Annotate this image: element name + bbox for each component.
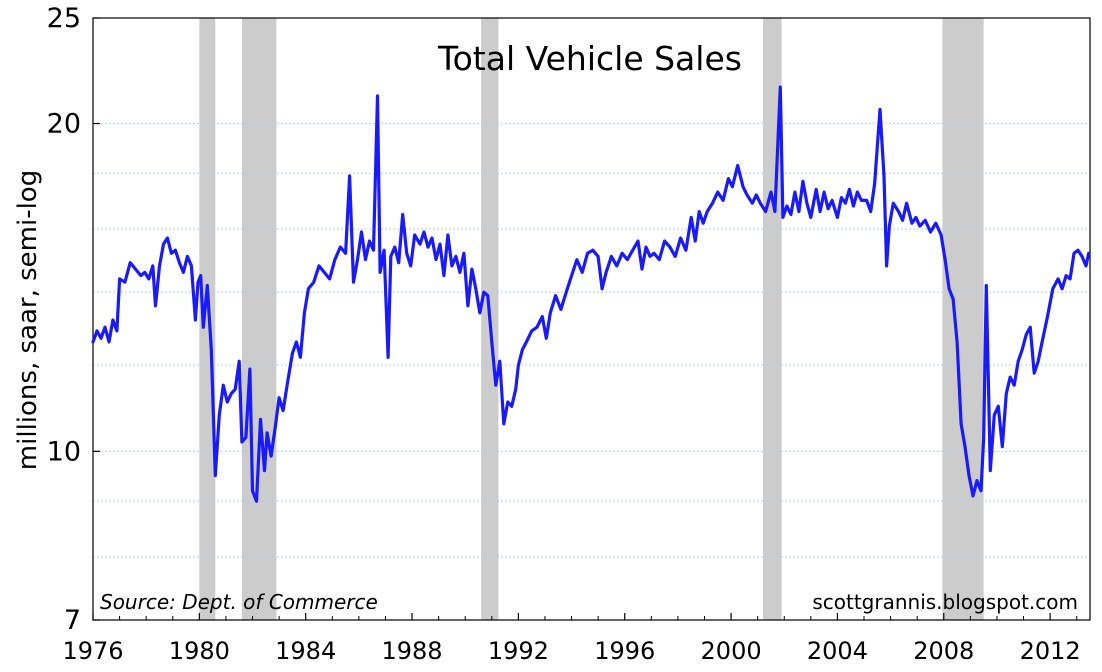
recession-band-5: [942, 18, 984, 620]
recession-bands: [199, 18, 984, 620]
chart-title: Total Vehicle Sales: [437, 39, 742, 78]
x-tick-label: 1996: [594, 637, 655, 665]
x-axis: 1976 1980 1984 1988 1992 1996 2000 2004 2008 2012: [62, 613, 1081, 665]
series-line-1: [91, 85, 1091, 503]
plot-area-frame: [92, 17, 1091, 621]
source-note: Source: Dept. of Commerce: [100, 590, 378, 614]
y-axis-label: millions, saar, semi-log: [13, 170, 43, 470]
x-tick-label: 1980: [169, 637, 230, 665]
y-axis: 7 10 20 25: [47, 3, 100, 636]
recession-band-2: [241, 18, 277, 620]
x-tick-label: 2000: [701, 637, 762, 665]
x-tick-label: 1984: [275, 637, 336, 665]
y-tick-label: 25: [47, 3, 81, 34]
series-layer: [91, 85, 1091, 503]
x-tick-label: 2004: [807, 637, 868, 665]
x-tick-label: 1988: [382, 637, 443, 665]
recession-band-1: [199, 18, 216, 620]
x-tick-label: 2008: [913, 637, 974, 665]
x-tick-label: 2012: [1020, 637, 1081, 665]
y-tick-label: 7: [64, 605, 81, 636]
y-tick-label: 10: [47, 436, 81, 467]
y-tick-label: 20: [47, 109, 81, 140]
credit-text: scottgrannis.blogspot.com: [812, 590, 1078, 614]
x-tick-label: 1976: [62, 637, 123, 665]
x-tick-label: 1992: [488, 637, 549, 665]
